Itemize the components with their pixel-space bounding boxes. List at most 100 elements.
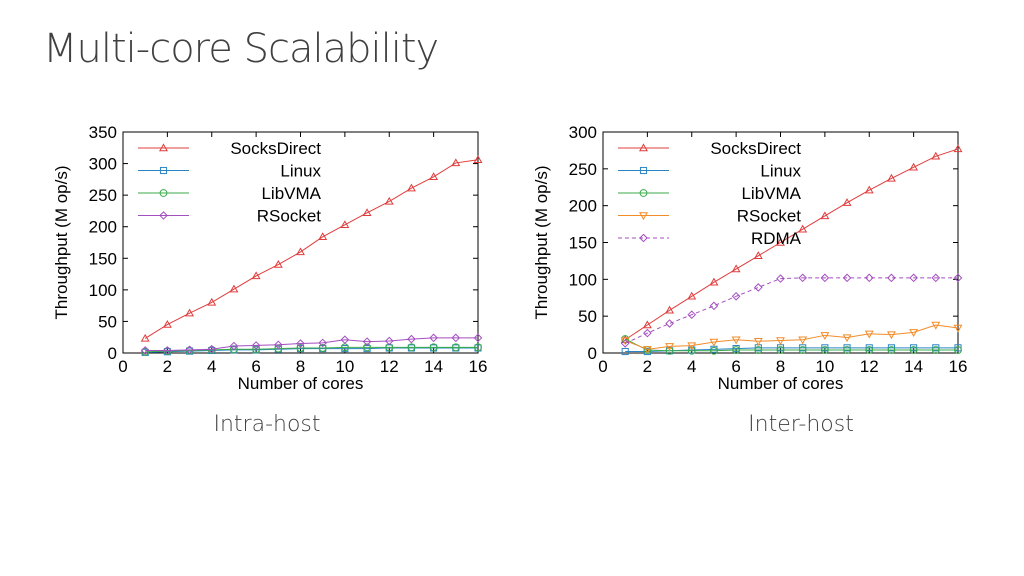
data-point-rsocket bbox=[185, 345, 194, 355]
data-point-libvma bbox=[843, 346, 851, 354]
data-point-socksdirect bbox=[429, 172, 439, 181]
data-point-socksdirect bbox=[162, 319, 172, 328]
y-tick-label: 100 bbox=[569, 270, 597, 289]
legend-label-rsocket: RSocket bbox=[737, 207, 802, 226]
legend-label-rdma: RDMA bbox=[751, 229, 802, 248]
data-point-socksdirect bbox=[296, 247, 305, 256]
legend-marker-rsocket bbox=[159, 211, 168, 220]
data-point-socksdirect bbox=[229, 284, 239, 293]
legend-marker-libvma bbox=[639, 189, 648, 197]
series-line-rsocket bbox=[625, 324, 959, 350]
data-point-socksdirect bbox=[384, 196, 394, 205]
data-point-rsocket bbox=[340, 335, 350, 345]
data-point-socksdirect bbox=[820, 211, 830, 220]
x-tick-label: 6 bbox=[731, 357, 740, 376]
data-point-socksdirect bbox=[642, 320, 652, 329]
data-point-libvma bbox=[474, 343, 482, 352]
y-tick-label: 200 bbox=[569, 197, 597, 216]
data-point-socksdirect bbox=[273, 259, 283, 268]
series-line-socksdirect bbox=[624, 148, 959, 341]
data-point-rsocket bbox=[753, 338, 763, 346]
data-point-rsocket bbox=[886, 331, 896, 340]
data-point-rdma bbox=[864, 273, 874, 283]
intra-host-chart: 0 2 4 6 8 10 12 14 16 0 50 100 150 200 250 300 350 Number… bbox=[52, 123, 488, 393]
x-tick-label: 10 bbox=[815, 357, 834, 376]
x-tick-label: 8 bbox=[296, 357, 305, 376]
series-socksdirect bbox=[140, 155, 483, 342]
data-point-libvma bbox=[429, 343, 438, 352]
series-line-socksdirect bbox=[144, 159, 479, 339]
data-point-socksdirect bbox=[842, 198, 852, 206]
data-point-rdma bbox=[754, 283, 763, 292]
data-point-socksdirect bbox=[687, 291, 697, 300]
data-point-rsocket bbox=[251, 341, 261, 350]
data-point-rsocket bbox=[362, 337, 372, 346]
legend-label-libvma: LibVMA bbox=[261, 184, 321, 203]
data-point-socksdirect bbox=[886, 173, 896, 182]
x-tick-label: 8 bbox=[776, 357, 785, 376]
y-tick-label: 150 bbox=[569, 234, 597, 253]
data-point-socksdirect bbox=[207, 297, 217, 306]
data-point-socksdirect bbox=[318, 232, 328, 241]
data-point-rsocket bbox=[820, 332, 830, 340]
series-line-rdma bbox=[624, 277, 958, 344]
data-point-rsocket bbox=[709, 338, 719, 347]
data-point-rdma bbox=[643, 328, 652, 338]
legend-marker-rsocket bbox=[639, 212, 648, 221]
data-point-linux bbox=[621, 347, 629, 356]
legend: SocksDirect Linux LibVMA RSocket RDMA bbox=[618, 139, 802, 248]
data-point-rdma bbox=[665, 319, 674, 328]
data-point-rsocket bbox=[842, 334, 852, 343]
data-point-socksdirect bbox=[362, 208, 372, 217]
data-point-rdma bbox=[776, 274, 785, 283]
data-point-rdma bbox=[820, 273, 830, 283]
data-point-rsocket bbox=[318, 338, 327, 348]
y-tick-label: 50 bbox=[98, 312, 117, 331]
slide-title: Multi-core Scalability bbox=[43, 26, 439, 72]
data-point-libvma bbox=[754, 346, 763, 354]
data-point-libvma bbox=[820, 346, 829, 354]
data-point-libvma bbox=[798, 346, 807, 354]
x-tick-label: 12 bbox=[380, 357, 399, 376]
data-point-libvma bbox=[931, 346, 940, 354]
data-point-rdma bbox=[887, 273, 896, 283]
data-point-rsocket bbox=[229, 341, 239, 351]
x-tick-label: 2 bbox=[643, 357, 652, 376]
data-point-rsocket bbox=[731, 336, 741, 345]
x-tick-label: 14 bbox=[904, 357, 923, 376]
data-point-socksdirect bbox=[709, 277, 719, 286]
inter-host-caption: Inter-host bbox=[748, 412, 854, 437]
series-line-libvma bbox=[145, 346, 478, 353]
x-tick-label: 4 bbox=[687, 357, 696, 376]
data-point-rdma bbox=[731, 291, 741, 301]
data-point-socksdirect bbox=[953, 144, 963, 153]
data-point-socksdirect bbox=[473, 155, 483, 163]
data-point-libvma bbox=[865, 346, 874, 354]
data-point-rsocket bbox=[687, 342, 697, 351]
legend: SocksDirect Linux LibVMA RSocket bbox=[138, 139, 322, 226]
data-point-libvma bbox=[363, 343, 371, 352]
data-point-socksdirect bbox=[864, 185, 874, 194]
data-point-rsocket bbox=[296, 339, 305, 348]
data-point-socksdirect bbox=[140, 333, 150, 342]
data-point-libvma bbox=[665, 346, 674, 355]
data-point-libvma bbox=[887, 346, 896, 354]
data-point-rsocket bbox=[864, 330, 874, 339]
x-tick-label: 4 bbox=[207, 357, 216, 376]
series-socksdirect bbox=[620, 144, 963, 343]
data-point-libvma bbox=[710, 346, 718, 355]
data-point-socksdirect bbox=[451, 158, 461, 167]
series-line-libvma bbox=[624, 338, 958, 352]
data-point-rsocket bbox=[953, 324, 963, 333]
x-tick-label: 14 bbox=[424, 357, 443, 376]
data-point-rsocket bbox=[274, 340, 283, 350]
data-point-socksdirect bbox=[665, 305, 675, 314]
x-tick-label: 10 bbox=[335, 357, 354, 376]
legend-marker-rdma bbox=[639, 233, 648, 243]
data-point-rdma bbox=[687, 310, 697, 320]
x-tick-label: 16 bbox=[469, 357, 488, 376]
x-tick-label: 0 bbox=[118, 357, 127, 376]
data-point-rdma bbox=[953, 273, 963, 283]
data-point-rsocket bbox=[776, 337, 785, 346]
data-point-socksdirect bbox=[251, 271, 261, 280]
